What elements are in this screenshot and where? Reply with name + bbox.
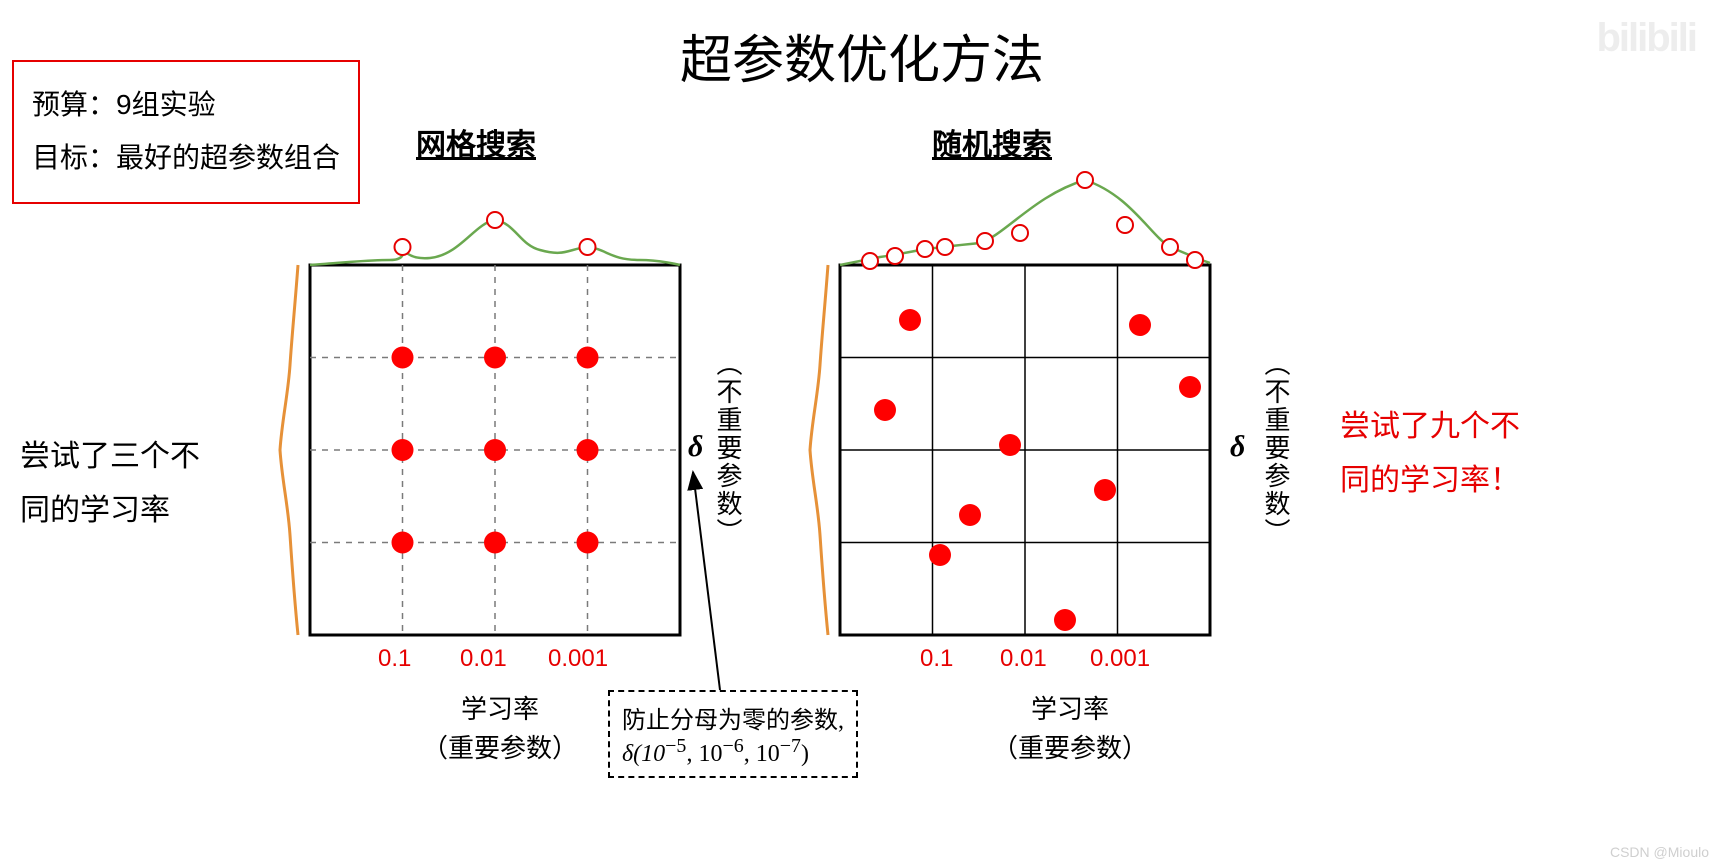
grid-xlabel-line1: 学习率 <box>400 690 600 729</box>
grid-xlabel-line2: （重要参数） <box>400 729 600 768</box>
grid-tick-0: 0.1 <box>378 645 411 673</box>
callout-line2: δ(10−5, 10−6, 10−7) <box>622 735 844 768</box>
delta-callout: 防止分母为零的参数, δ(10−5, 10−6, 10−7) <box>608 690 858 778</box>
random-xlabel-line2: （重要参数） <box>970 729 1170 768</box>
watermark-bili: bilibili <box>1596 16 1696 61</box>
grid-tick-2: 0.001 <box>548 645 608 673</box>
random-tick-2: 0.001 <box>1090 645 1150 673</box>
grid-search-plot <box>280 212 680 635</box>
random-search-plot <box>810 172 1210 635</box>
watermark-csdn: CSDN @Mioulo <box>1610 844 1709 860</box>
random-tick-0: 0.1 <box>920 645 953 673</box>
grid-xlabel: 学习率 （重要参数） <box>400 690 600 768</box>
grid-y-label: （不重要参数） <box>710 350 747 546</box>
random-y-symbol: δ <box>1230 430 1245 464</box>
grid-y-symbol: δ <box>688 430 703 464</box>
random-tick-1: 0.01 <box>1000 645 1047 673</box>
random-y-label: （不重要参数） <box>1258 350 1295 546</box>
random-xlabel-line1: 学习率 <box>970 690 1170 729</box>
callout-line1: 防止分母为零的参数, <box>622 700 844 735</box>
random-xlabel: 学习率 （重要参数） <box>970 690 1170 768</box>
grid-tick-1: 0.01 <box>460 645 507 673</box>
diagram-canvas <box>0 0 1724 868</box>
